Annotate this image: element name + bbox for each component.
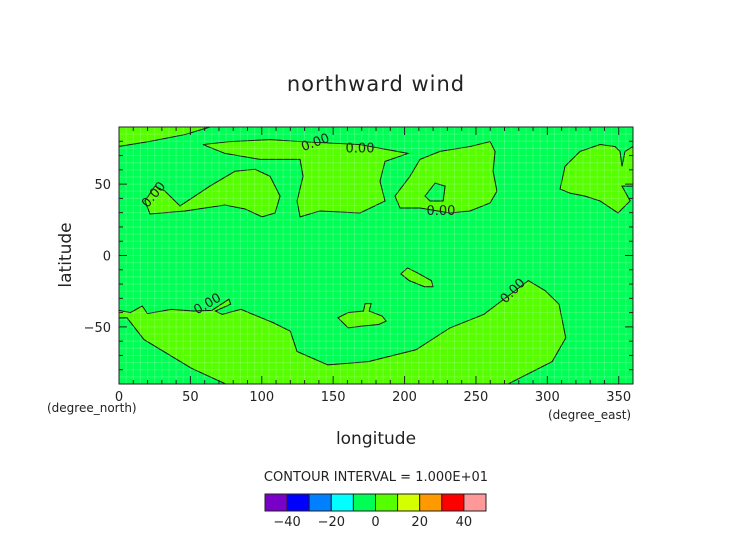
contour-label: 0.00 (346, 142, 375, 157)
contour-interval-label: CONTOUR INTERVAL = 1.000E+01 (264, 470, 488, 485)
colorbar-swatch (419, 493, 443, 512)
colorbar-swatch (330, 493, 354, 512)
positive-region (337, 303, 387, 329)
x-tick-label: 350 (606, 390, 631, 405)
colorbar-tick-label: 40 (456, 515, 473, 530)
colorbar-tick-label: −40 (273, 515, 300, 530)
positive-region (202, 139, 410, 218)
x-tick-label: 150 (321, 390, 346, 405)
x-tick-label: 100 (249, 390, 274, 405)
x-units-label: (degree_east) (548, 408, 631, 422)
colorbar-swatch (264, 493, 288, 512)
y-tick-label: 50 (94, 178, 111, 193)
x-tick-label: 50 (182, 390, 199, 405)
x-tick-label: 200 (392, 390, 417, 405)
colorbar-swatch (397, 493, 421, 512)
map-area: 0.00 0.000.000.000.00 0.000 50 100 150 200 250 3… (84, 126, 634, 405)
colorbar-swatch (441, 493, 465, 512)
colorbar-tick-label: −20 (318, 515, 345, 530)
x-tick-label: 250 (464, 390, 489, 405)
negative-region (424, 182, 446, 202)
x-axis-label: longitude (336, 429, 416, 449)
y-axis-label: latitude (56, 222, 76, 287)
contour-label: 0.00 (426, 204, 455, 219)
colorbar-tick-label: 0 (371, 515, 379, 530)
chart-title: northward wind (287, 72, 465, 96)
x-tick-label: 0 (115, 390, 123, 405)
y-tick-label: 0 (103, 250, 111, 265)
colorbar-swatch (308, 493, 332, 512)
positive-region (144, 168, 281, 218)
y-tick-label: −50 (84, 321, 111, 336)
colorbar-swatch (286, 493, 310, 512)
x-tick-label: 300 (535, 390, 560, 405)
colorbar-swatch (352, 493, 376, 512)
positive-region (400, 267, 434, 288)
colorbar: −40 −20 0 20 40 (264, 493, 487, 530)
positive-region (394, 140, 498, 214)
colorbar-swatch (375, 493, 399, 512)
colorbar-tick-label: 20 (411, 515, 428, 530)
y-units-label: (degree_north) (47, 401, 137, 415)
colorbar-swatch (463, 493, 487, 512)
